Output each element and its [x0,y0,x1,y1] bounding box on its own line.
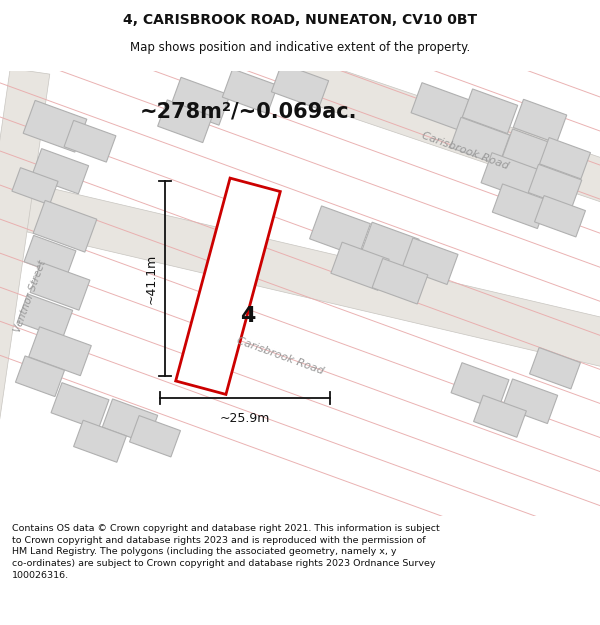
Polygon shape [481,152,539,200]
Polygon shape [361,222,419,270]
Polygon shape [539,138,590,179]
Polygon shape [23,101,87,152]
Polygon shape [24,236,76,277]
Polygon shape [29,327,91,376]
Polygon shape [0,68,50,419]
Polygon shape [176,178,280,394]
Polygon shape [310,206,370,257]
Text: ~41.1m: ~41.1m [145,254,157,304]
Polygon shape [528,164,582,208]
Polygon shape [64,121,116,162]
Polygon shape [372,259,428,304]
Polygon shape [16,356,65,397]
Polygon shape [513,99,567,143]
Polygon shape [130,416,181,457]
Text: Carisbrook Road: Carisbrook Road [235,336,325,377]
Polygon shape [31,149,89,194]
Text: 4, CARISBROOK ROAD, NUNEATON, CV10 0BT: 4, CARISBROOK ROAD, NUNEATON, CV10 0BT [123,13,477,27]
Polygon shape [51,382,109,430]
Polygon shape [170,78,230,125]
Polygon shape [12,168,58,205]
Polygon shape [493,184,548,229]
Polygon shape [158,100,212,142]
Polygon shape [451,362,509,410]
Polygon shape [502,379,557,424]
Polygon shape [530,348,580,389]
Polygon shape [473,395,526,438]
Polygon shape [30,262,90,310]
Text: ~25.9m: ~25.9m [220,412,270,425]
Text: Carisbrook Road: Carisbrook Road [420,131,510,172]
Text: 4: 4 [241,306,256,326]
Polygon shape [33,201,97,252]
Polygon shape [223,69,278,114]
Polygon shape [331,242,389,290]
Polygon shape [535,196,586,237]
Polygon shape [74,420,127,462]
Text: Ventnor Street: Ventnor Street [13,259,47,334]
Polygon shape [502,129,557,174]
Text: ~278m²/~0.069ac.: ~278m²/~0.069ac. [140,101,358,121]
Polygon shape [402,238,458,284]
Text: Contains OS data © Crown copyright and database right 2021. This information is : Contains OS data © Crown copyright and d… [12,524,440,580]
Polygon shape [0,173,600,369]
Polygon shape [463,89,518,134]
Polygon shape [450,118,510,165]
Text: Map shows position and indicative extent of the property.: Map shows position and indicative extent… [130,41,470,54]
Polygon shape [411,82,469,130]
Polygon shape [103,399,158,444]
Polygon shape [273,51,600,206]
Polygon shape [17,294,73,339]
Polygon shape [271,64,329,109]
